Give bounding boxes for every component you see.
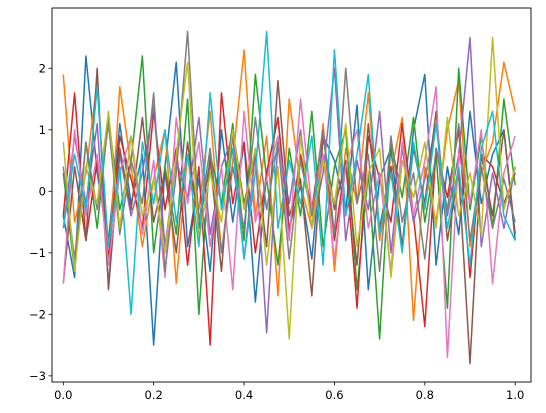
x-tick-label: 0.0 bbox=[54, 388, 72, 402]
x-tick-label: 0.2 bbox=[145, 388, 163, 402]
x-tick-label: 0.6 bbox=[325, 388, 343, 402]
series-line bbox=[62, 55, 516, 340]
series-line bbox=[62, 30, 516, 316]
y-tick-label: 2 bbox=[39, 61, 46, 75]
x-tick-label: 0.4 bbox=[235, 388, 253, 402]
y-tick-label: −1 bbox=[29, 246, 46, 260]
y-tick-label: −3 bbox=[29, 369, 46, 383]
x-tick-label: 1.0 bbox=[506, 388, 524, 402]
y-tick-label: 0 bbox=[39, 184, 46, 198]
y-tick-label: 1 bbox=[39, 123, 46, 137]
y-tick-label: −2 bbox=[29, 307, 46, 321]
plot-lines bbox=[62, 30, 516, 365]
x-tick-label: 0.8 bbox=[416, 388, 434, 402]
axes-frame bbox=[51, 7, 532, 383]
